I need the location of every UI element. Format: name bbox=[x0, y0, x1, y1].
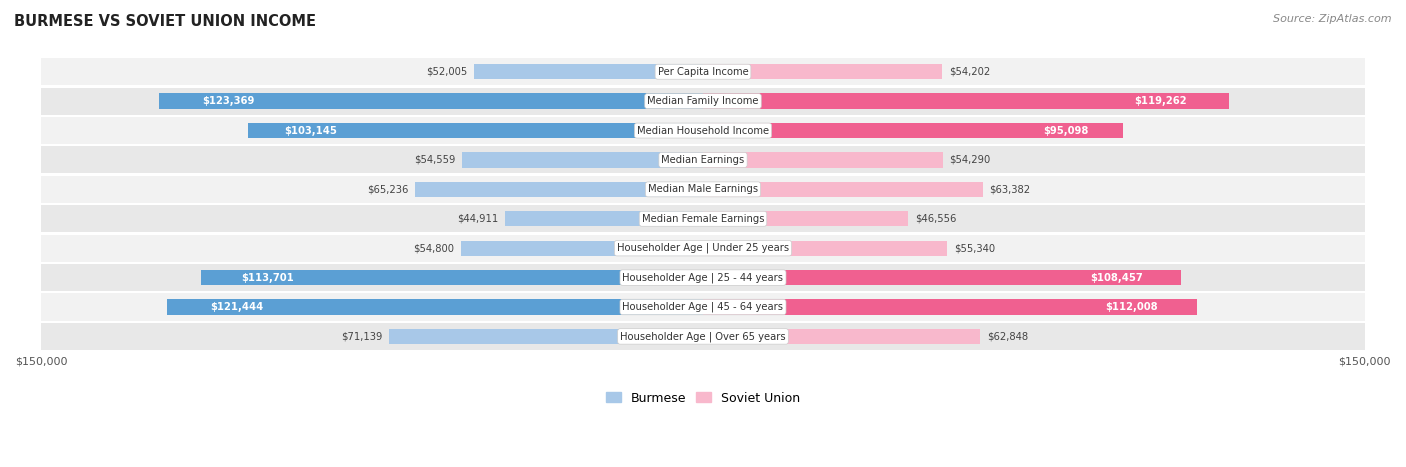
Text: $119,262: $119,262 bbox=[1135, 96, 1187, 106]
Text: $63,382: $63,382 bbox=[990, 184, 1031, 194]
Text: $65,236: $65,236 bbox=[367, 184, 409, 194]
Bar bbox=[505, 211, 703, 226]
Text: Householder Age | Under 25 years: Householder Age | Under 25 years bbox=[617, 243, 789, 254]
Text: Householder Age | 45 - 64 years: Householder Age | 45 - 64 years bbox=[623, 302, 783, 312]
Bar bbox=[474, 64, 703, 79]
Text: $103,145: $103,145 bbox=[284, 126, 337, 135]
Bar bbox=[201, 270, 703, 285]
Bar bbox=[41, 293, 1365, 320]
Text: Median Female Earnings: Median Female Earnings bbox=[641, 214, 765, 224]
Text: $123,369: $123,369 bbox=[202, 96, 254, 106]
Bar bbox=[703, 64, 942, 79]
Bar bbox=[41, 234, 1365, 262]
Text: $112,008: $112,008 bbox=[1105, 302, 1157, 312]
Bar bbox=[167, 299, 703, 315]
Bar bbox=[41, 176, 1365, 203]
Bar bbox=[703, 93, 1229, 109]
Text: $54,800: $54,800 bbox=[413, 243, 454, 253]
Text: Source: ZipAtlas.com: Source: ZipAtlas.com bbox=[1274, 14, 1392, 24]
Text: $113,701: $113,701 bbox=[242, 273, 294, 283]
Text: $54,290: $54,290 bbox=[949, 155, 990, 165]
Bar bbox=[41, 58, 1365, 85]
Bar bbox=[703, 329, 980, 344]
Text: Median Male Earnings: Median Male Earnings bbox=[648, 184, 758, 194]
Bar bbox=[703, 270, 1181, 285]
Bar bbox=[41, 117, 1365, 144]
Bar bbox=[703, 123, 1122, 138]
Text: $108,457: $108,457 bbox=[1091, 273, 1143, 283]
Text: Per Capita Income: Per Capita Income bbox=[658, 67, 748, 77]
Text: BURMESE VS SOVIET UNION INCOME: BURMESE VS SOVIET UNION INCOME bbox=[14, 14, 316, 29]
Text: $62,848: $62,848 bbox=[987, 332, 1028, 341]
Text: $54,559: $54,559 bbox=[415, 155, 456, 165]
Bar bbox=[159, 93, 703, 109]
Bar bbox=[703, 182, 983, 197]
Bar bbox=[703, 152, 942, 168]
Text: Median Household Income: Median Household Income bbox=[637, 126, 769, 135]
Text: $52,005: $52,005 bbox=[426, 67, 467, 77]
Bar bbox=[41, 323, 1365, 350]
Bar bbox=[41, 205, 1365, 232]
Text: $95,098: $95,098 bbox=[1043, 126, 1090, 135]
Bar bbox=[703, 241, 948, 256]
Bar bbox=[389, 329, 703, 344]
Text: Median Family Income: Median Family Income bbox=[647, 96, 759, 106]
Text: $46,556: $46,556 bbox=[915, 214, 956, 224]
Text: $71,139: $71,139 bbox=[342, 332, 382, 341]
Bar bbox=[415, 182, 703, 197]
Text: Householder Age | 25 - 44 years: Householder Age | 25 - 44 years bbox=[623, 272, 783, 283]
Bar bbox=[41, 147, 1365, 173]
Text: $55,340: $55,340 bbox=[953, 243, 995, 253]
Text: $121,444: $121,444 bbox=[209, 302, 263, 312]
Bar bbox=[461, 241, 703, 256]
Bar bbox=[703, 211, 908, 226]
Bar bbox=[247, 123, 703, 138]
Text: $54,202: $54,202 bbox=[949, 67, 990, 77]
Text: $44,911: $44,911 bbox=[457, 214, 498, 224]
Bar bbox=[463, 152, 703, 168]
Bar bbox=[41, 88, 1365, 115]
Bar bbox=[703, 299, 1197, 315]
Text: Householder Age | Over 65 years: Householder Age | Over 65 years bbox=[620, 331, 786, 342]
Bar bbox=[41, 264, 1365, 291]
Legend: Burmese, Soviet Union: Burmese, Soviet Union bbox=[600, 387, 806, 410]
Text: Median Earnings: Median Earnings bbox=[661, 155, 745, 165]
